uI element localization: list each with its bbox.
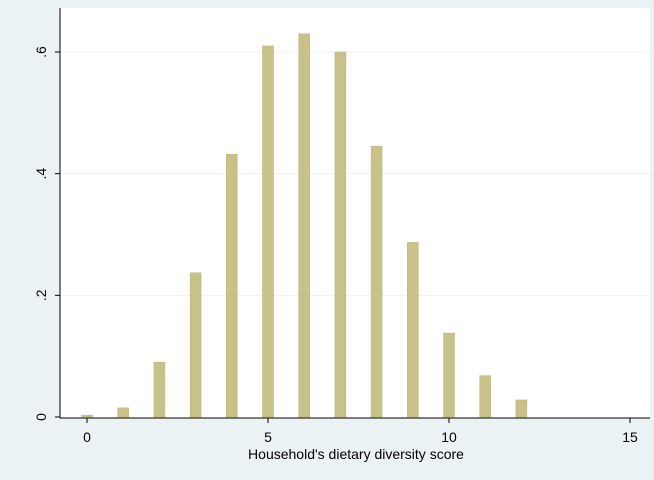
plot-area: [60, 8, 650, 418]
bar-score-4: [226, 153, 238, 418]
x-tick-label-1: 5: [264, 429, 272, 445]
y-tick-label-3: .6: [33, 46, 49, 58]
bar-score-1: [117, 407, 129, 418]
x-tick-label-0: 0: [83, 429, 91, 445]
x-axis-ticks: 0 5 10 15: [83, 418, 638, 445]
bar-score-7: [334, 51, 347, 418]
bar-score-6: [298, 33, 310, 418]
y-tick-label-2: .4: [33, 168, 49, 180]
bar-score-11: [479, 375, 491, 418]
bars: [81, 33, 528, 418]
y-axis-ticks: 0 .2 .4 .6: [33, 46, 60, 421]
x-tick-label-3: 15: [622, 429, 638, 445]
gridlines: [60, 51, 650, 296]
bar-score-5: [262, 45, 274, 418]
bar-score-0: [81, 414, 93, 418]
bar-score-10: [443, 332, 455, 418]
bar-score-12: [515, 399, 528, 418]
axes: [59, 8, 650, 419]
y-tick-label-0: 0: [33, 413, 49, 421]
bar-score-2: [153, 362, 166, 418]
x-tick-label-2: 10: [441, 429, 457, 445]
x-axis-label: Household's dietary diversity score: [248, 446, 464, 462]
bar-score-8: [370, 146, 383, 418]
bar-score-9: [407, 242, 419, 418]
bar-score-3: [189, 272, 202, 418]
y-tick-label-1: .2: [33, 289, 49, 301]
